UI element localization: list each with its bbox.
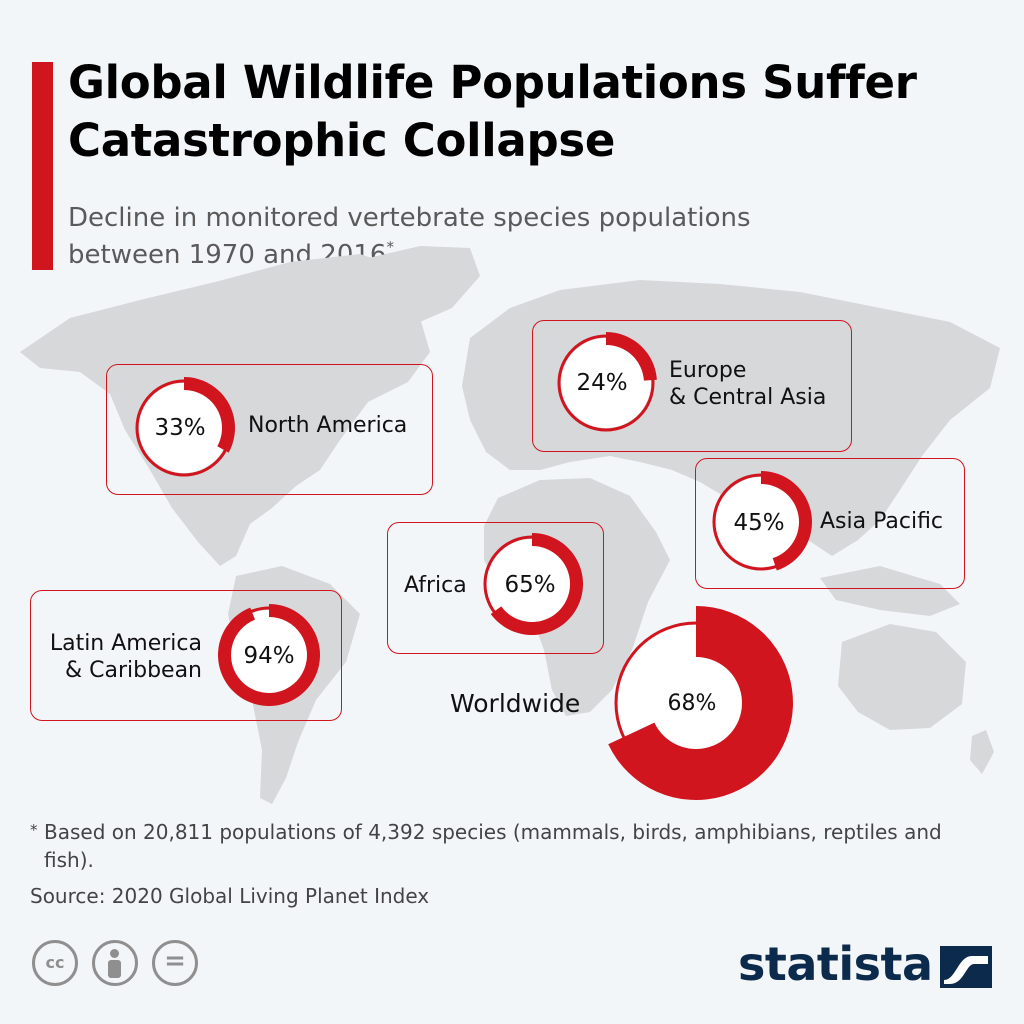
data-label-worldwide: 68% — [667, 691, 717, 716]
donut-decline-arc-asia-pacific — [761, 471, 813, 571]
attribution-head-shape — [110, 949, 119, 958]
attribution-icon[interactable] — [92, 940, 138, 986]
donut-center-latin-america — [224, 610, 314, 700]
map-new-zealand — [970, 730, 994, 774]
data-label-africa: 65% — [504, 572, 556, 598]
source-text: Source: 2020 Global Living Planet Index — [30, 884, 430, 908]
statista-logo-icon[interactable] — [940, 946, 992, 988]
title-accent-bar — [32, 62, 53, 270]
footnote: * Based on 20,811 populations of 4,392 s… — [30, 818, 990, 874]
donut-center-asia-pacific — [716, 477, 806, 567]
donut-decline-arc-north-america — [184, 377, 235, 453]
region-label-africa: Africa — [404, 573, 467, 598]
data-label-asia-pacific: 45% — [733, 510, 785, 536]
region-label-latin-america: Latin America & Caribbean — [49, 631, 202, 683]
region-box-asia-pacific — [695, 458, 965, 589]
cc-license-icon[interactable]: cc — [32, 940, 78, 986]
data-label-north-america: 33% — [154, 415, 206, 441]
chart-title: Global Wildlife Populations Suffer Catas… — [68, 56, 917, 167]
region-label-worldwide: Worldwide — [450, 689, 581, 718]
region-box-north-america — [106, 364, 433, 495]
subtitle-footnote-marker: * — [386, 238, 394, 256]
data-label-latin-america: 94% — [243, 643, 295, 669]
region-label-asia-pacific: Asia Pacific — [820, 509, 944, 534]
statista-logo-text[interactable]: statista — [738, 937, 933, 991]
map-southeast-asia — [820, 566, 960, 616]
donut-decline-arc-europe-central-asia — [606, 332, 657, 381]
map-australia — [838, 624, 966, 730]
donut-center-africa — [487, 539, 577, 629]
donut-center-north-america — [139, 383, 229, 473]
region-box-africa — [387, 522, 604, 654]
donut-decline-arc-worldwide — [608, 606, 793, 800]
footnote-marker: * — [30, 821, 38, 839]
region-label-europe-central-asia: Europe & Central Asia — [669, 358, 827, 410]
no-derivatives-icon[interactable]: = — [152, 940, 198, 986]
donut-center-europe-central-asia — [561, 338, 651, 428]
map-greenland — [360, 246, 480, 322]
attribution-body-shape — [108, 960, 121, 978]
region-label-north-america: North America — [248, 413, 408, 438]
data-label-europe-central-asia: 24% — [576, 370, 628, 396]
region-box-latin-america — [30, 590, 342, 721]
footnote-text: Based on 20,811 populations of 4,392 spe… — [44, 820, 942, 872]
region-box-europe-central-asia — [532, 320, 852, 452]
